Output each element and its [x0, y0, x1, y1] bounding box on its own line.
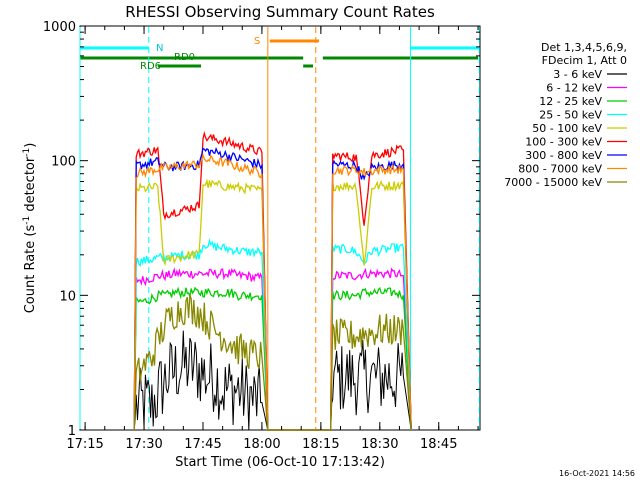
x-tick-label-1: 17:30 [125, 437, 162, 452]
x-tick-label-6: 18:45 [420, 437, 457, 452]
y-tick-label-3: 1000 [43, 20, 76, 35]
y-tick-label-2: 100 [51, 155, 76, 170]
legend-label-8: 7000 - 15000 keV [504, 176, 602, 189]
y-tick-label-0: 1 [68, 424, 76, 439]
x-tick-label-0: 17:15 [66, 437, 103, 452]
legend-label-4: 50 - 100 keV [532, 122, 602, 135]
x-tick-label-5: 18:30 [361, 437, 398, 452]
legend-header-1: Det 1,3,4,5,6,9, [541, 41, 627, 54]
legend-label-0: 3 - 6 keV [553, 68, 602, 81]
series-line-0 [133, 330, 412, 431]
chart-title: RHESSI Observing Summary Count Rates [125, 3, 435, 21]
date-stamp: 16-Oct-2021 14:56 [559, 469, 635, 478]
x-tick-label-2: 17:45 [184, 437, 221, 452]
legend-label-5: 100 - 300 keV [525, 136, 602, 149]
legend-label-6: 300 - 800 keV [525, 149, 602, 162]
legend-header-2: FDecim 1, Att 0 [542, 54, 627, 67]
flag-label-s: S [254, 36, 260, 47]
y-axis: 1 10 100 1000 [43, 20, 480, 439]
y-axis-label: Count Rate (s-1 detector-1) [22, 143, 38, 314]
legend-label-3: 25 - 50 keV [539, 109, 602, 122]
x-tick-label-4: 18:15 [302, 437, 339, 452]
legend: Det 1,3,4,5,6,9, FDecim 1, Att 0 3 - 6 k… [504, 41, 627, 189]
marker-layer [79, 27, 480, 429]
series-layer [133, 131, 412, 431]
y-tick-label-1: 10 [59, 289, 76, 304]
flag-layer [80, 39, 479, 68]
x-axis-label: Start Time (06-Oct-10 17:13:42) [175, 455, 385, 470]
flag-label-rd0: RD0 [174, 52, 195, 63]
series-line-8 [133, 294, 412, 431]
legend-label-1: 6 - 12 keV [546, 82, 602, 95]
flag-label-rd6: RD6 [140, 61, 161, 72]
x-axis: 17:15 17:30 17:45 18:00 18:15 18:30 18:45 [66, 26, 479, 452]
legend-label-7: 800 - 7000 keV [518, 163, 602, 176]
legend-label-2: 12 - 25 keV [539, 95, 602, 108]
series-line-3 [133, 238, 412, 431]
flag-label-n: N [156, 43, 163, 54]
x-tick-label-3: 18:00 [243, 437, 280, 452]
